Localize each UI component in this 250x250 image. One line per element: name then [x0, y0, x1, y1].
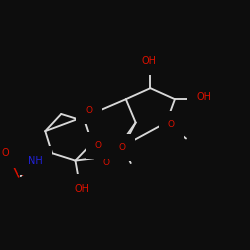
Text: O: O	[103, 158, 110, 167]
Text: OH: OH	[74, 184, 89, 194]
Text: O: O	[86, 106, 92, 115]
Text: OH: OH	[197, 92, 212, 102]
Text: O: O	[94, 141, 102, 150]
Text: O: O	[168, 120, 175, 129]
Text: O: O	[119, 143, 126, 152]
Text: OH: OH	[142, 56, 157, 66]
Text: O: O	[1, 148, 9, 158]
Text: NH: NH	[28, 156, 42, 166]
